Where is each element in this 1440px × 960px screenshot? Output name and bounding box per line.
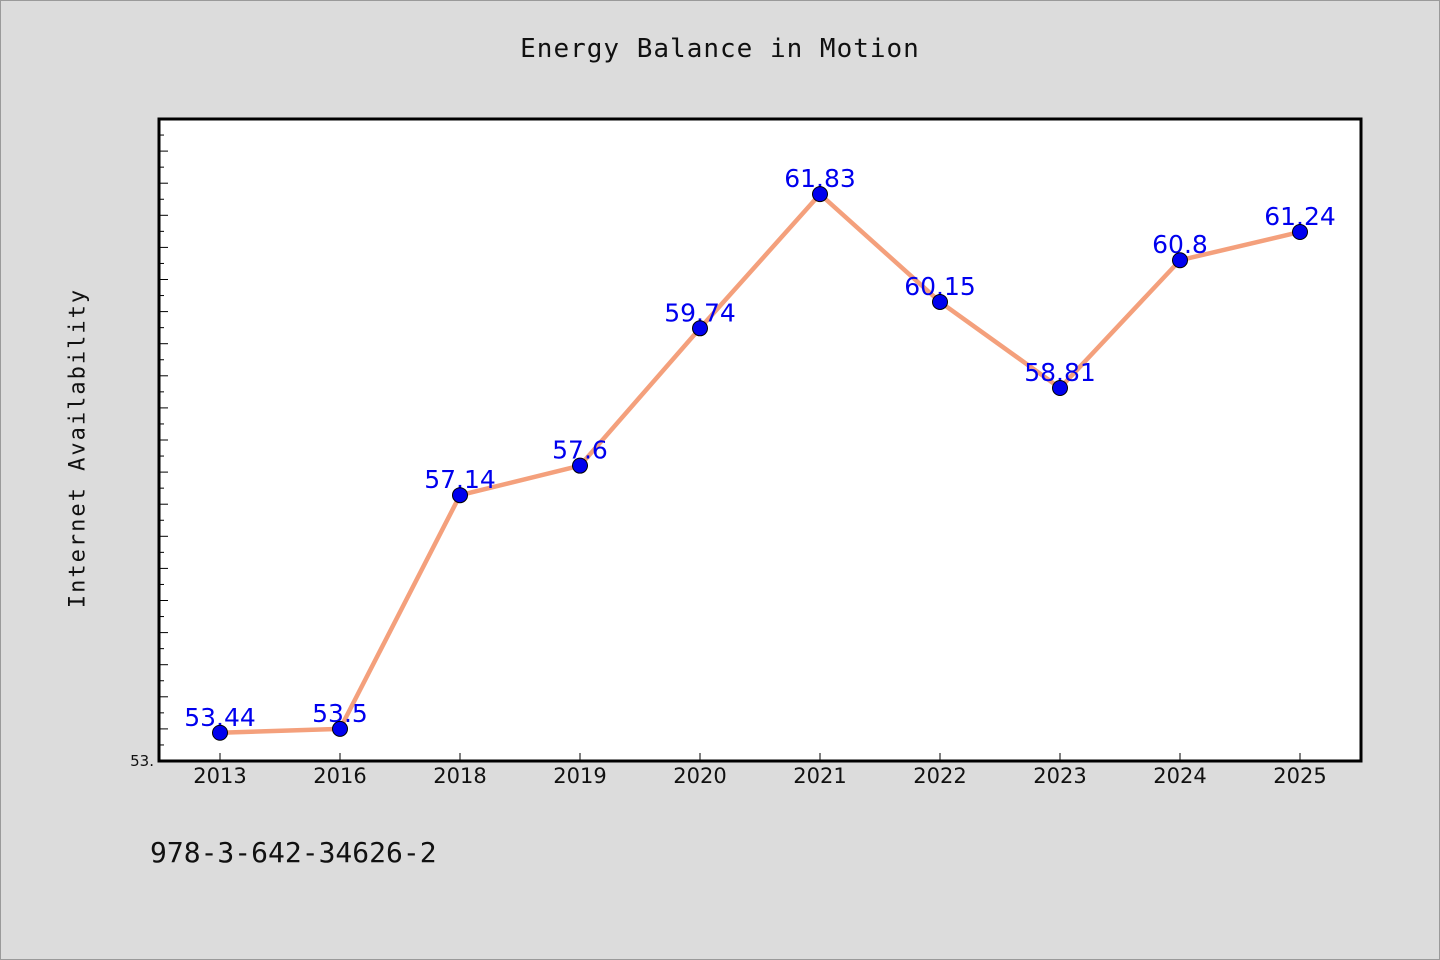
data-markers	[212, 186, 1308, 741]
data-point	[452, 487, 468, 504]
data-point	[212, 724, 228, 741]
x-tick-label: 2020	[673, 764, 726, 788]
data-point	[1052, 379, 1068, 396]
data-point	[1172, 252, 1188, 269]
series-line	[217, 191, 1303, 736]
x-tick-label: 2023	[1033, 764, 1086, 788]
x-tick-label: 2013	[193, 764, 246, 788]
x-tick-label: 2022	[913, 764, 966, 788]
data-point	[332, 720, 348, 737]
isbn-text: 978-3-642-34626-2	[150, 836, 437, 869]
data-point	[692, 320, 708, 337]
y-tick-label: 53.	[130, 752, 154, 770]
x-tick-label: 2016	[313, 764, 366, 788]
x-tick-label: 2019	[553, 764, 606, 788]
plot-area	[157, 117, 1363, 763]
x-tick-label: 2021	[793, 764, 846, 788]
x-tick-label: 2024	[1153, 764, 1206, 788]
x-tick-label: 2025	[1273, 764, 1326, 788]
data-point	[932, 293, 948, 310]
x-axis-ticks: 2013 2016 2018 2019 2020 2021 2022 2023 2024 2025	[193, 753, 1327, 788]
data-point	[572, 457, 588, 474]
data-point	[812, 186, 828, 203]
x-tick-label: 2018	[433, 764, 486, 788]
y-axis-ticks	[159, 134, 168, 746]
data-point	[1292, 223, 1308, 240]
chart-title: Energy Balance in Motion	[520, 34, 920, 64]
